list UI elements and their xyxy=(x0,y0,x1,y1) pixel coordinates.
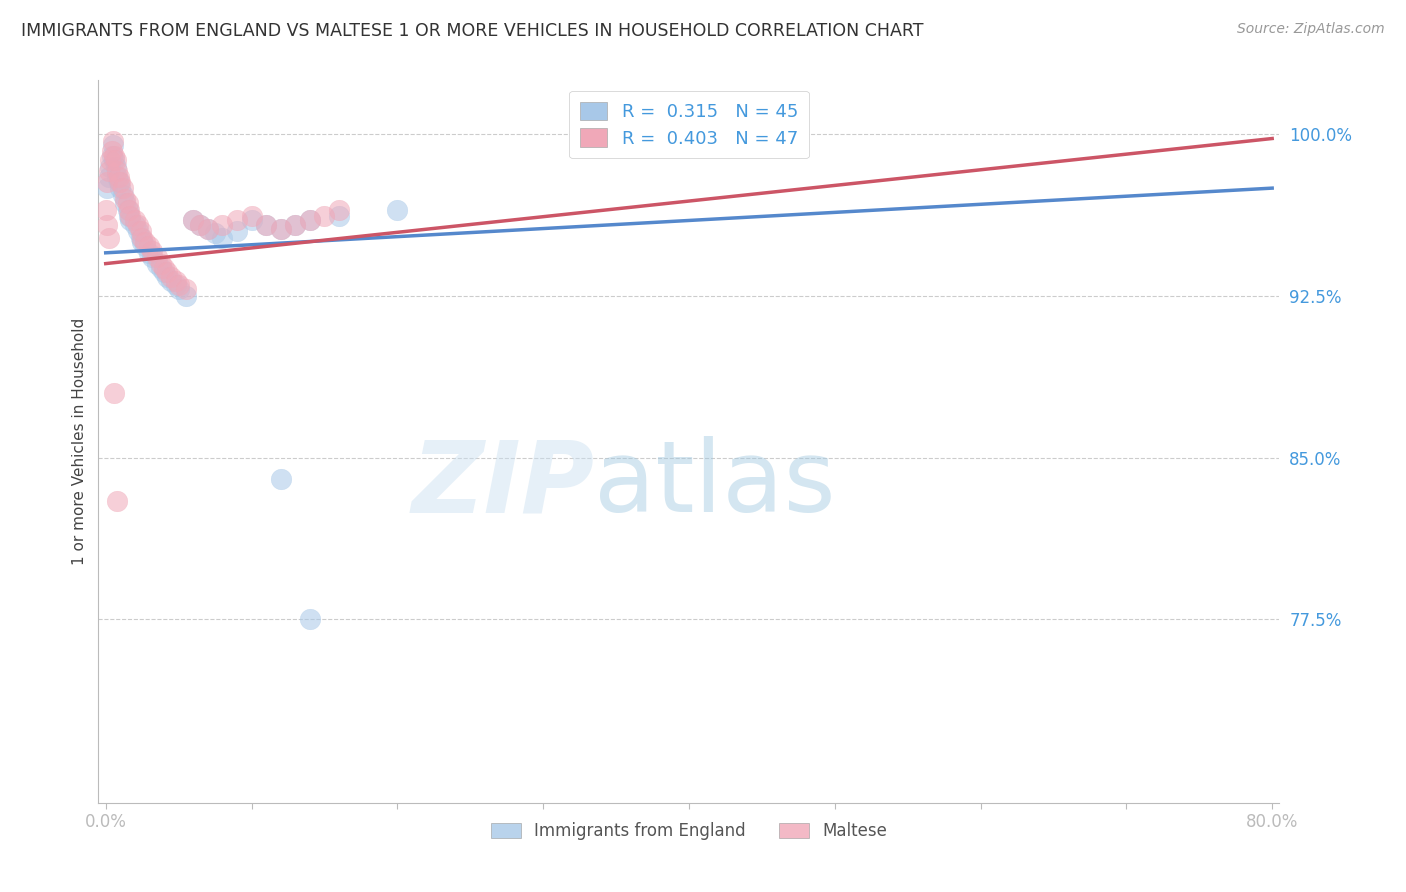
Point xyxy=(167,283,190,297)
Point xyxy=(328,209,350,223)
Y-axis label: 1 or more Vehicles in Household: 1 or more Vehicles in Household xyxy=(72,318,87,566)
Legend: Immigrants from England, Maltese: Immigrants from England, Maltese xyxy=(482,814,896,848)
Point xyxy=(298,213,321,227)
Point xyxy=(120,213,142,227)
Point xyxy=(97,164,120,178)
Point xyxy=(104,153,127,167)
Point xyxy=(167,278,190,293)
Point xyxy=(129,231,152,245)
Point xyxy=(197,222,219,236)
Point xyxy=(120,209,142,223)
Point xyxy=(127,218,149,232)
Point xyxy=(117,202,139,217)
Text: Source: ZipAtlas.com: Source: ZipAtlas.com xyxy=(1237,22,1385,37)
Point xyxy=(226,213,249,227)
Point xyxy=(105,170,128,185)
Point xyxy=(124,213,146,227)
Point xyxy=(98,153,121,167)
Point xyxy=(131,235,153,249)
Point xyxy=(100,145,122,159)
Point xyxy=(105,493,128,508)
Point xyxy=(96,181,118,195)
Point xyxy=(96,175,118,189)
Point xyxy=(112,181,135,195)
Point xyxy=(97,170,120,185)
Text: IMMIGRANTS FROM ENGLAND VS MALTESE 1 OR MORE VEHICLES IN HOUSEHOLD CORRELATION C: IMMIGRANTS FROM ENGLAND VS MALTESE 1 OR … xyxy=(21,22,924,40)
Point xyxy=(181,213,204,227)
Point xyxy=(101,138,124,153)
Point xyxy=(240,209,263,223)
Point xyxy=(100,149,122,163)
Point xyxy=(101,134,124,148)
Point xyxy=(254,218,277,232)
Point xyxy=(284,218,307,232)
Point xyxy=(298,213,321,227)
Point xyxy=(174,289,197,303)
Point xyxy=(197,222,219,236)
Point xyxy=(114,196,136,211)
Point xyxy=(141,250,163,264)
Point xyxy=(103,153,125,167)
Point xyxy=(104,160,127,174)
Point xyxy=(138,245,160,260)
Point xyxy=(153,265,176,279)
Point xyxy=(190,218,212,232)
Point xyxy=(110,175,132,189)
Point xyxy=(160,274,183,288)
Point xyxy=(174,283,197,297)
Point xyxy=(284,218,307,232)
Point xyxy=(94,202,117,217)
Point xyxy=(254,218,277,232)
Point xyxy=(156,269,179,284)
Point xyxy=(145,257,167,271)
Point xyxy=(153,260,176,275)
Point xyxy=(108,175,131,189)
Point xyxy=(156,265,179,279)
Point xyxy=(112,187,135,202)
Point xyxy=(165,274,187,288)
Point xyxy=(105,164,128,178)
Point xyxy=(129,224,152,238)
Point xyxy=(114,192,136,206)
Point xyxy=(131,231,153,245)
Point xyxy=(134,235,156,249)
Point xyxy=(145,250,167,264)
Point xyxy=(160,269,183,284)
Point xyxy=(97,231,120,245)
Point xyxy=(108,170,131,185)
Point xyxy=(138,239,160,253)
Point xyxy=(165,278,187,293)
Point xyxy=(226,224,249,238)
Point xyxy=(127,224,149,238)
Point xyxy=(103,149,125,163)
Point xyxy=(181,213,204,227)
Point xyxy=(150,260,173,275)
Point xyxy=(270,222,292,236)
Point xyxy=(117,196,139,211)
Point xyxy=(211,231,233,245)
Point xyxy=(190,218,212,232)
Point xyxy=(387,202,409,217)
Point xyxy=(124,218,146,232)
Point xyxy=(110,181,132,195)
Point xyxy=(328,202,350,217)
Point xyxy=(240,213,263,227)
Text: ZIP: ZIP xyxy=(412,436,595,533)
Point xyxy=(118,209,141,223)
Point xyxy=(134,239,156,253)
Point xyxy=(270,472,292,486)
Point xyxy=(96,218,118,232)
Point xyxy=(141,244,163,258)
Point xyxy=(98,160,121,174)
Point xyxy=(118,202,141,217)
Point xyxy=(103,386,125,401)
Point xyxy=(211,218,233,232)
Point xyxy=(150,257,173,271)
Text: atlas: atlas xyxy=(595,436,837,533)
Point xyxy=(204,227,226,241)
Point xyxy=(270,222,292,236)
Point xyxy=(314,209,336,223)
Point xyxy=(298,612,321,626)
